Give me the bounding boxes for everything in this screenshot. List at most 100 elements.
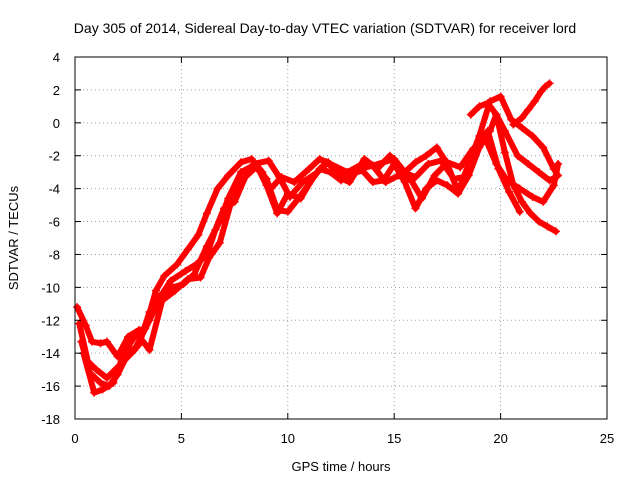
data-point bbox=[545, 79, 554, 88]
data-point bbox=[311, 169, 320, 178]
data-point bbox=[296, 194, 305, 203]
data-point bbox=[554, 159, 563, 168]
data-point bbox=[507, 115, 516, 124]
data-point bbox=[500, 148, 509, 157]
data-point bbox=[398, 168, 407, 177]
x-tick-label: 20 bbox=[493, 431, 507, 446]
data-point bbox=[543, 222, 552, 231]
data-point bbox=[360, 155, 369, 164]
data-point bbox=[196, 273, 205, 282]
data-point bbox=[534, 168, 543, 177]
data-point bbox=[517, 113, 526, 122]
data-point bbox=[539, 143, 548, 152]
data-point bbox=[492, 110, 501, 119]
data-point bbox=[411, 158, 420, 167]
data-point bbox=[160, 271, 169, 280]
data-point bbox=[88, 337, 97, 346]
data-point bbox=[81, 321, 90, 330]
plot-frame bbox=[74, 56, 608, 420]
data-point bbox=[96, 339, 105, 348]
data-point bbox=[166, 276, 175, 285]
y-tick-label: -2 bbox=[48, 149, 60, 164]
data-point bbox=[215, 217, 224, 226]
data-point bbox=[305, 164, 314, 173]
y-tick-label: -10 bbox=[41, 280, 60, 295]
data-point bbox=[517, 123, 526, 132]
data-point bbox=[513, 151, 522, 160]
data-point bbox=[119, 349, 128, 358]
data-point bbox=[275, 173, 284, 182]
data-point bbox=[283, 207, 292, 216]
data-point bbox=[183, 245, 192, 254]
y-tick-label: -4 bbox=[48, 182, 60, 197]
data-point bbox=[515, 207, 524, 216]
data-point bbox=[224, 171, 233, 180]
data-point bbox=[134, 340, 143, 349]
data-point bbox=[102, 373, 111, 382]
data-point bbox=[430, 171, 439, 180]
data-point bbox=[202, 209, 211, 218]
data-point bbox=[524, 105, 533, 114]
data-point bbox=[549, 181, 558, 190]
data-point bbox=[264, 156, 273, 165]
data-point bbox=[528, 192, 537, 201]
x-tick-label: 15 bbox=[387, 431, 401, 446]
x-axis-label: GPS time / hours bbox=[292, 459, 391, 474]
data-point bbox=[273, 209, 282, 218]
x-tick-label: 5 bbox=[178, 431, 185, 446]
data-point bbox=[373, 164, 382, 173]
data-point bbox=[530, 97, 539, 106]
data-point bbox=[92, 365, 101, 374]
data-point bbox=[449, 174, 458, 183]
x-axis: 0 5 10 15 20 25 bbox=[71, 57, 614, 446]
data-point bbox=[524, 159, 533, 168]
data-point bbox=[539, 197, 548, 206]
data-point bbox=[509, 181, 518, 190]
data-point bbox=[385, 151, 394, 160]
data-point bbox=[496, 92, 505, 101]
series-track-2 bbox=[75, 110, 560, 382]
data-point bbox=[262, 181, 271, 190]
data-point bbox=[181, 266, 190, 275]
data-point bbox=[528, 131, 537, 140]
data-point bbox=[456, 163, 465, 172]
y-tick-label: -14 bbox=[41, 346, 60, 361]
y-tick-label: 0 bbox=[53, 116, 60, 131]
y-tick-label: -18 bbox=[41, 412, 60, 427]
data-point bbox=[145, 308, 154, 317]
data-point bbox=[215, 238, 224, 247]
data-point bbox=[454, 189, 463, 198]
data-point bbox=[424, 159, 433, 168]
data-point bbox=[509, 120, 518, 129]
series-track-4 bbox=[79, 127, 524, 397]
y-axis-label: SDTVAR / TECUs bbox=[6, 185, 21, 290]
data-point bbox=[249, 159, 258, 168]
data-point bbox=[411, 204, 420, 213]
data-point bbox=[541, 82, 550, 91]
data-point bbox=[290, 178, 299, 187]
data-point bbox=[483, 99, 492, 108]
data-point bbox=[98, 385, 107, 394]
x-tick-label: 25 bbox=[600, 431, 614, 446]
data-point bbox=[381, 178, 390, 187]
data-point bbox=[145, 345, 154, 354]
data-point bbox=[437, 156, 446, 165]
data-point bbox=[75, 319, 84, 328]
data-point bbox=[156, 291, 165, 300]
data-point bbox=[460, 173, 469, 182]
data-point bbox=[239, 176, 248, 185]
y-tick-label: -16 bbox=[41, 379, 60, 394]
x-tick-label: 10 bbox=[281, 431, 295, 446]
data-point bbox=[494, 164, 503, 173]
x-tick-label: 0 bbox=[71, 431, 78, 446]
data-point bbox=[173, 260, 182, 269]
data-point bbox=[411, 173, 420, 182]
data-point bbox=[526, 209, 535, 218]
data-point bbox=[236, 168, 245, 177]
data-point bbox=[183, 275, 192, 284]
y-tick-label: -6 bbox=[48, 215, 60, 230]
data-point bbox=[205, 253, 214, 262]
data-point bbox=[483, 127, 492, 136]
data-point bbox=[422, 151, 431, 160]
data-point bbox=[73, 303, 82, 312]
